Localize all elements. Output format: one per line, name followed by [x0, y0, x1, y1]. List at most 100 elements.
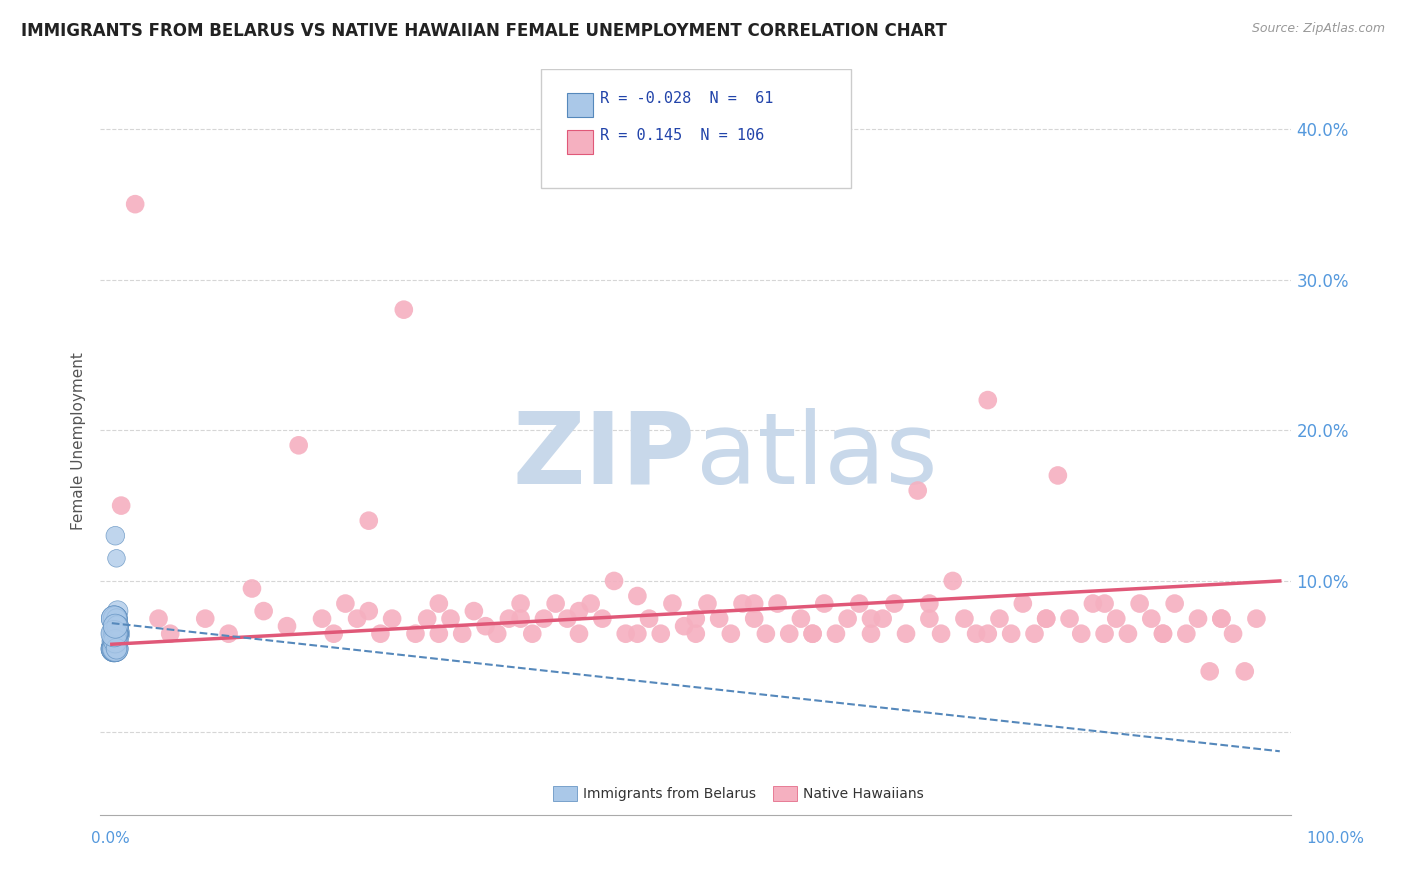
Point — [287, 438, 309, 452]
Point — [240, 582, 263, 596]
Point — [107, 619, 129, 633]
Point — [107, 604, 129, 618]
Point — [685, 612, 707, 626]
Point — [107, 619, 129, 633]
Point — [405, 626, 427, 640]
Text: Immigrants from Belarus: Immigrants from Belarus — [582, 787, 755, 801]
Point — [107, 626, 129, 640]
Point — [253, 604, 276, 618]
Point — [742, 612, 765, 626]
Text: atlas: atlas — [696, 408, 938, 505]
Point — [1105, 612, 1128, 626]
Point — [392, 302, 415, 317]
Point — [918, 612, 941, 626]
Point — [357, 604, 380, 618]
Point — [1046, 468, 1069, 483]
Point — [105, 634, 128, 648]
Point — [568, 626, 591, 640]
Point — [124, 197, 146, 211]
FancyBboxPatch shape — [553, 786, 576, 801]
Point — [568, 604, 591, 618]
Point — [555, 612, 578, 626]
Point — [474, 619, 496, 633]
Y-axis label: Female Unemployment: Female Unemployment — [72, 352, 86, 531]
Point — [103, 641, 125, 656]
Point — [103, 612, 125, 626]
Point — [1175, 626, 1198, 640]
FancyBboxPatch shape — [773, 786, 797, 801]
Point — [105, 551, 128, 566]
Point — [104, 626, 127, 640]
Point — [427, 597, 450, 611]
Point — [105, 641, 128, 656]
Point — [942, 574, 965, 588]
Point — [1081, 597, 1104, 611]
Point — [766, 597, 789, 611]
Point — [103, 634, 125, 648]
Point — [1000, 626, 1022, 640]
Point — [544, 597, 567, 611]
Point — [1152, 626, 1174, 640]
Point — [522, 626, 544, 640]
Point — [451, 626, 474, 640]
Point — [859, 612, 882, 626]
Point — [1094, 626, 1116, 640]
Point — [509, 597, 531, 611]
Point — [638, 612, 661, 626]
Point — [929, 626, 952, 640]
Point — [977, 393, 1000, 408]
Point — [311, 612, 333, 626]
Point — [894, 626, 917, 640]
Point — [1152, 626, 1174, 640]
Point — [427, 626, 450, 640]
Point — [104, 634, 127, 648]
Point — [498, 612, 520, 626]
Point — [322, 626, 344, 640]
Point — [105, 634, 128, 648]
Point — [790, 612, 813, 626]
Point — [370, 626, 392, 640]
Point — [439, 612, 461, 626]
Text: 100.0%: 100.0% — [1306, 831, 1364, 846]
Point — [104, 619, 127, 633]
Point — [103, 612, 125, 626]
Point — [1024, 626, 1046, 640]
Point — [104, 626, 127, 640]
Point — [1187, 612, 1209, 626]
Point — [103, 641, 125, 656]
Point — [107, 619, 129, 633]
Point — [707, 612, 730, 626]
Point — [103, 641, 125, 656]
Point — [883, 597, 905, 611]
Text: R = 0.145  N = 106: R = 0.145 N = 106 — [600, 128, 765, 143]
FancyBboxPatch shape — [541, 69, 851, 188]
Point — [463, 604, 485, 618]
Point — [105, 612, 128, 626]
Point — [357, 514, 380, 528]
Point — [859, 626, 882, 640]
Point — [778, 626, 800, 640]
Point — [1246, 612, 1268, 626]
Point — [104, 641, 127, 656]
Point — [105, 612, 128, 626]
Point — [1222, 626, 1244, 640]
Point — [218, 626, 240, 640]
Point — [416, 612, 439, 626]
Point — [105, 619, 128, 633]
Text: ZIP: ZIP — [513, 408, 696, 505]
Point — [1116, 626, 1139, 640]
Point — [533, 612, 555, 626]
Point — [104, 612, 127, 626]
Point — [103, 641, 125, 656]
Point — [661, 597, 683, 611]
Point — [104, 641, 127, 656]
Point — [276, 619, 298, 633]
Point — [104, 641, 127, 656]
Point — [1035, 612, 1057, 626]
Point — [335, 597, 357, 611]
Point — [104, 634, 127, 648]
Point — [103, 626, 125, 640]
Point — [1035, 612, 1057, 626]
Point — [148, 612, 170, 626]
Point — [953, 612, 976, 626]
